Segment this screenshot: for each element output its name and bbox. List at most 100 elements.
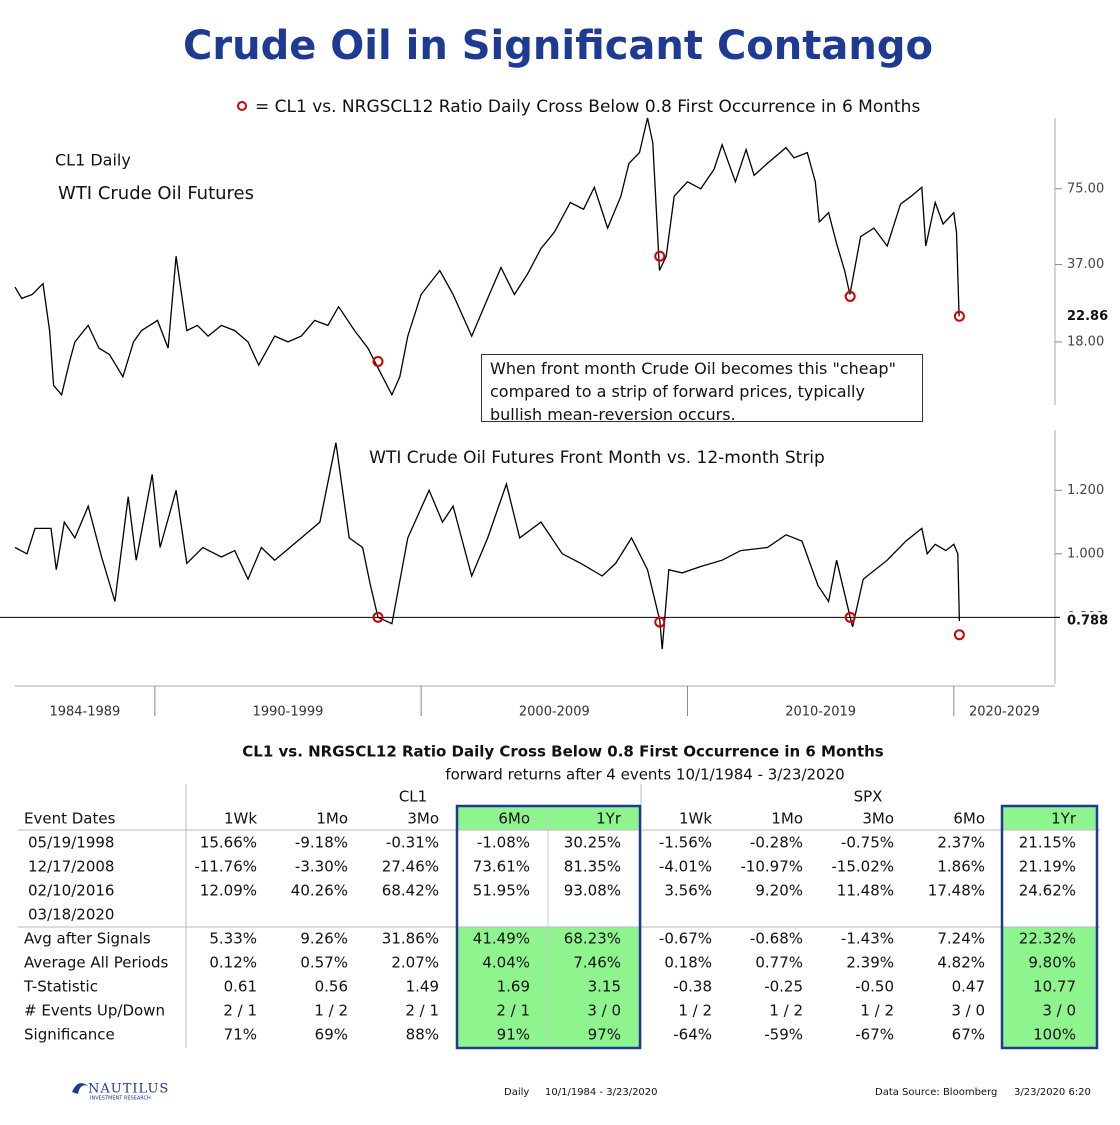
table-cell: -10.97% xyxy=(740,858,803,876)
table-cell: 93.08% xyxy=(564,882,621,900)
table-cell: -3.30% xyxy=(295,858,348,876)
table-cell: 12.09% xyxy=(200,882,257,900)
column-header: 1Wk xyxy=(224,810,257,828)
column-header: 6Mo xyxy=(498,810,530,828)
table-cell: 1 / 2 xyxy=(678,1002,712,1020)
table-cell: 51.95% xyxy=(473,882,530,900)
x-period-label: 1990-1999 xyxy=(253,705,324,720)
signal-marker xyxy=(844,290,856,302)
table-cell: 2.37% xyxy=(937,834,985,852)
table-cell: 40.26% xyxy=(291,882,348,900)
table-cell: -59% xyxy=(764,1026,803,1044)
y-tick-label: 37.00 xyxy=(1067,257,1104,272)
table-cell: 05/19/1998 xyxy=(28,834,114,852)
table-cell: 17.48% xyxy=(928,882,985,900)
table-cell: 27.46% xyxy=(382,858,439,876)
table-cell: 9.20% xyxy=(755,882,803,900)
table-cell: -4.01% xyxy=(659,858,712,876)
table-subtitle: forward returns after 4 events 10/1/1984… xyxy=(445,766,844,784)
signal-marker xyxy=(953,629,965,641)
table-cell: 3 / 0 xyxy=(951,1002,985,1020)
group-label: CL1 xyxy=(399,788,427,806)
table-cell: -67% xyxy=(855,1026,894,1044)
table-cell: -0.75% xyxy=(841,834,894,852)
table-cell: 81.35% xyxy=(564,858,621,876)
column-header: 6Mo xyxy=(953,810,985,828)
table-cell: 24.62% xyxy=(1019,882,1076,900)
group-label: SPX xyxy=(854,788,883,806)
table-cell: -0.67% xyxy=(659,930,712,948)
table-cell: 9.80% xyxy=(1028,954,1076,972)
signal-marker xyxy=(654,250,666,262)
column-header: 1Wk xyxy=(679,810,712,828)
legend-marker xyxy=(237,101,247,111)
highlight-box xyxy=(1000,804,1099,1050)
table-cell: -0.28% xyxy=(750,834,803,852)
column-header: 3Mo xyxy=(862,810,894,828)
column-header: 3Mo xyxy=(407,810,439,828)
footer-text: 3/23/2020 6:20 xyxy=(1014,1087,1091,1098)
last-value-label: 22.86 xyxy=(1067,309,1108,324)
table-cell: 2.07% xyxy=(391,954,439,972)
table-cell: -15.02% xyxy=(831,858,894,876)
price-line xyxy=(14,117,960,397)
table-cell: 3.15 xyxy=(588,978,621,996)
page-title: Crude Oil in Significant Contango xyxy=(183,23,933,69)
signal-marker xyxy=(372,611,384,623)
table-cell: 0.77% xyxy=(755,954,803,972)
column-header: 1Yr xyxy=(596,810,622,828)
table-cell: 2.39% xyxy=(846,954,894,972)
table-cell: 91% xyxy=(497,1026,530,1044)
table-cell: 5.33% xyxy=(209,930,257,948)
chart-label: CL1 Daily xyxy=(55,151,131,170)
table-cell: 1.86% xyxy=(937,858,985,876)
table-cell: -9.18% xyxy=(295,834,348,852)
table-cell: 73.61% xyxy=(473,858,530,876)
highlight xyxy=(1002,927,1097,1047)
annotation: When front month Crude Oil becomes this … xyxy=(481,354,923,424)
x-period-label: 1984-1989 xyxy=(49,705,120,720)
table-cell: -1.56% xyxy=(659,834,712,852)
last-value-bg xyxy=(1060,612,1112,631)
chart-label: WTI Crude Oil Futures xyxy=(58,183,254,204)
table-cell: 68.23% xyxy=(564,930,621,948)
table-cell: 71% xyxy=(224,1026,257,1044)
table-cell: 3.56% xyxy=(664,882,712,900)
column-header: 1Yr xyxy=(1051,810,1077,828)
y-tick-label: 1.200 xyxy=(1067,483,1104,498)
table-cell: Average All Periods xyxy=(24,954,169,972)
chart-title: WTI Crude Oil Futures Front Month vs. 12… xyxy=(369,448,825,468)
table-cell: # Events Up/Down xyxy=(24,1002,165,1020)
signal-marker xyxy=(953,310,965,322)
table-cell: 41.49% xyxy=(473,930,530,948)
table-cell: Significance xyxy=(24,1026,115,1044)
table-cell: 0.47 xyxy=(952,978,985,996)
table-cell: 03/18/2020 xyxy=(28,906,114,924)
table-cell: 1 / 2 xyxy=(860,1002,894,1020)
table-cell: 1 / 2 xyxy=(769,1002,803,1020)
table-cell: 21.15% xyxy=(1019,834,1076,852)
table-cell: 10.77 xyxy=(1033,978,1076,996)
table-cell: 0.57% xyxy=(300,954,348,972)
table-cell: 100% xyxy=(1033,1026,1076,1044)
table-cell: 3 / 0 xyxy=(1042,1002,1076,1020)
y-tick-label: 75.00 xyxy=(1067,181,1104,196)
table-cell: -0.38 xyxy=(673,978,712,996)
table-cell: 2 / 1 xyxy=(223,1002,257,1020)
table-cell: -11.76% xyxy=(194,858,257,876)
footer-text: Daily xyxy=(504,1087,529,1098)
table-cell: 15.66% xyxy=(200,834,257,852)
table-cell: 02/10/2016 xyxy=(28,882,114,900)
table-cell: 0.18% xyxy=(664,954,712,972)
highlight-box xyxy=(455,804,642,1050)
legend-label: = CL1 vs. NRGSCL12 Ratio Daily Cross Bel… xyxy=(255,97,920,117)
table-cell: 4.82% xyxy=(937,954,985,972)
logo: NAUTILUS xyxy=(88,1082,169,1097)
x-period-label: 2010-2019 xyxy=(785,705,856,720)
x-period-label: 2020-2029 xyxy=(969,705,1040,720)
table-cell: -0.68% xyxy=(750,930,803,948)
table-cell: 2 / 1 xyxy=(405,1002,439,1020)
column-header: 1Mo xyxy=(771,810,803,828)
table-cell: 21.19% xyxy=(1019,858,1076,876)
